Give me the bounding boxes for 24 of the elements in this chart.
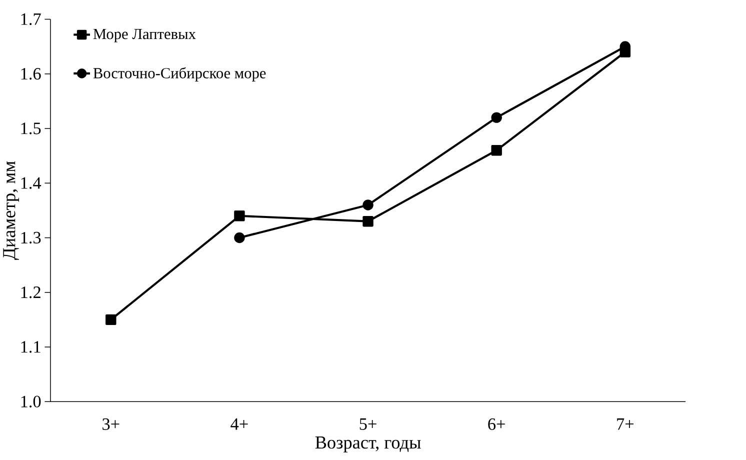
legend-label: Восточно-Сибирское море	[93, 67, 266, 82]
y-tick-label: 1.5	[21, 122, 41, 134]
y-tick-label: 1.1	[21, 341, 40, 353]
x-tick-label: 4+	[230, 418, 248, 430]
x-tick-label: 7+	[617, 418, 634, 430]
x-axis-title: Возраст, годы	[315, 436, 421, 452]
x-tick-label: 3+	[102, 418, 120, 430]
y-axis-title: Диаметр, мм	[3, 161, 19, 260]
point	[234, 210, 245, 222]
y-tick-label: 1.7	[21, 13, 41, 25]
point	[491, 112, 502, 123]
point	[362, 199, 374, 210]
y-tick-label: 1.2	[21, 286, 40, 298]
point	[491, 144, 502, 156]
y-tick-label: 1.0	[21, 396, 41, 408]
point	[106, 314, 116, 325]
x-tick-label: 5+	[360, 418, 376, 430]
y-tick-label: 1.3	[21, 232, 41, 244]
legend-label: Море Лаптевых	[93, 28, 196, 42]
point	[362, 216, 374, 227]
point	[234, 232, 245, 243]
y-tick-label: 1.4	[21, 177, 42, 189]
y-tick-label: 1.6	[21, 68, 41, 80]
x-tick-label: 6+	[488, 418, 505, 430]
